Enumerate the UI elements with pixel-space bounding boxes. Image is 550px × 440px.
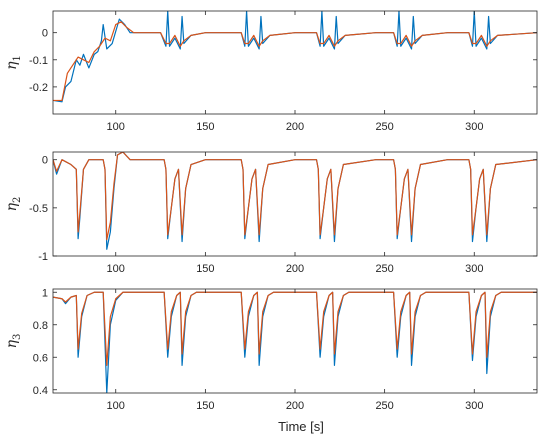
panel-3-series-2-line (53, 291, 537, 366)
panel-1-ytick-label: -0.2 (29, 82, 48, 94)
panel-3-xtick-label: 200 (286, 400, 304, 412)
panel-3-xtick-label: 250 (375, 400, 393, 412)
panel-2: -1 -0.5 0 100 150 200 250 300 η2 (4, 151, 538, 275)
panel-2-series-1-line (53, 152, 537, 250)
panel-2-xtick-label: 100 (107, 263, 125, 275)
panel-1-xtick-label: 250 (375, 121, 393, 133)
panel-3-ytick-label: 0.8 (33, 320, 48, 332)
panel-1-xtick-label: 200 (286, 121, 304, 133)
x-axis-label: Time [s] (278, 419, 324, 434)
panel-3-xtick-label: 100 (107, 400, 125, 412)
panel-3: 0.4 0.6 0.8 1 100 150 200 250 300 η3 (4, 287, 538, 412)
panel-3-xtick-label: 150 (196, 400, 214, 412)
panel-2-xtick-label: 150 (196, 263, 214, 275)
panel-3-y-axis-label: η3 (4, 334, 23, 349)
panel-2-xtick-label: 250 (375, 263, 393, 275)
panel-2-xtick-label: 200 (286, 263, 304, 275)
panel-3-series-1-line (53, 291, 537, 393)
panel-2-ytick-label: -0.5 (29, 203, 48, 215)
panel-2-xtick-label: 300 (465, 263, 483, 275)
panel-2-frame (52, 151, 538, 257)
panel-1-xtick-label: 300 (465, 121, 483, 133)
panel-3-ytick-label: 1 (42, 287, 48, 299)
panel-1-series-1-line (53, 11, 537, 103)
panel-2-ytick-label: -1 (38, 251, 48, 263)
panel-3-xtick-label: 300 (465, 400, 483, 412)
panel-1-series-2-line (53, 21, 537, 102)
panel-1-ytick-label: -0.1 (29, 55, 48, 67)
panel-1-xtick-label: 150 (196, 121, 214, 133)
panel-3-ytick-label: 0.6 (33, 352, 48, 364)
panel-1-ytick-label: 0 (42, 28, 48, 40)
panel-3-ytick-label: 0.4 (33, 385, 48, 397)
panel-2-ytick-label: 0 (42, 155, 48, 167)
panel-1-y-axis-label: η1 (4, 55, 23, 70)
panel-2-y-axis-label: η2 (4, 197, 23, 212)
panel-2-series-2-line (53, 152, 537, 241)
panel-1: -0.2 -0.1 0 100 150 200 250 300 η1 (4, 10, 538, 133)
panel-3-frame (52, 288, 538, 394)
panel-1-xtick-label: 100 (107, 121, 125, 133)
